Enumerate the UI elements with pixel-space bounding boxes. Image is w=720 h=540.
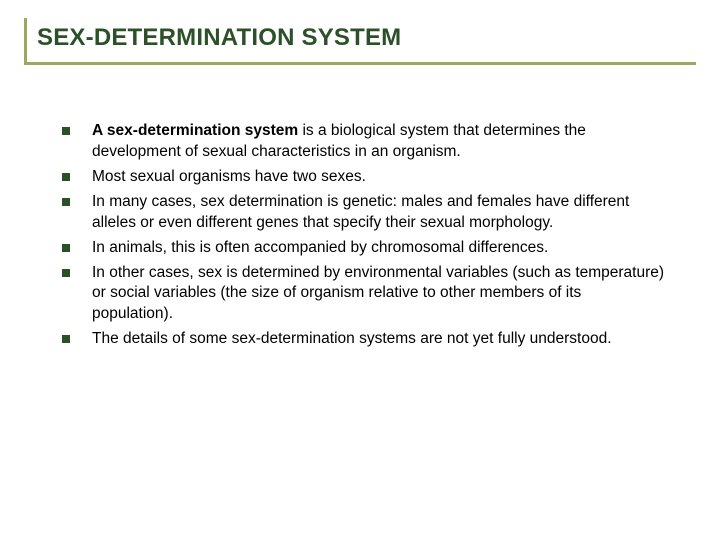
square-bullet-icon	[62, 269, 70, 277]
list-item: In animals, this is often accompanied by…	[62, 238, 666, 259]
list-item: In other cases, sex is determined by env…	[62, 263, 666, 326]
slide: SEX-DETERMINATION SYSTEM A sex-determina…	[0, 0, 720, 540]
list-item-text: The details of some sex-determination sy…	[92, 329, 612, 350]
list-item-text: Most sexual organisms have two sexes.	[92, 167, 366, 188]
square-bullet-icon	[62, 198, 70, 206]
title-rule: SEX-DETERMINATION SYSTEM	[24, 18, 696, 65]
list-item-text: A sex-determination system is a biologic…	[92, 121, 666, 163]
list-item-rest: The details of some sex-determination sy…	[92, 330, 612, 347]
list-item: In many cases, sex determination is gene…	[62, 192, 666, 234]
slide-body: A sex-determination system is a biologic…	[24, 121, 696, 350]
list-item-text: In animals, this is often accompanied by…	[92, 238, 548, 259]
list-item-rest: In many cases, sex determination is gene…	[92, 193, 629, 231]
list-item: Most sexual organisms have two sexes.	[62, 167, 666, 188]
square-bullet-icon	[62, 335, 70, 343]
list-item-bold-lead: A sex-determination system	[92, 122, 298, 139]
list-item-text: In many cases, sex determination is gene…	[92, 192, 666, 234]
list-item: The details of some sex-determination sy…	[62, 329, 666, 350]
list-item: A sex-determination system is a biologic…	[62, 121, 666, 163]
list-item-text: In other cases, sex is determined by env…	[92, 263, 666, 326]
square-bullet-icon	[62, 173, 70, 181]
slide-title: SEX-DETERMINATION SYSTEM	[37, 24, 696, 52]
square-bullet-icon	[62, 244, 70, 252]
list-item-rest: In animals, this is often accompanied by…	[92, 239, 548, 256]
square-bullet-icon	[62, 127, 70, 135]
list-item-rest: In other cases, sex is determined by env…	[92, 264, 664, 323]
list-item-rest: Most sexual organisms have two sexes.	[92, 168, 366, 185]
